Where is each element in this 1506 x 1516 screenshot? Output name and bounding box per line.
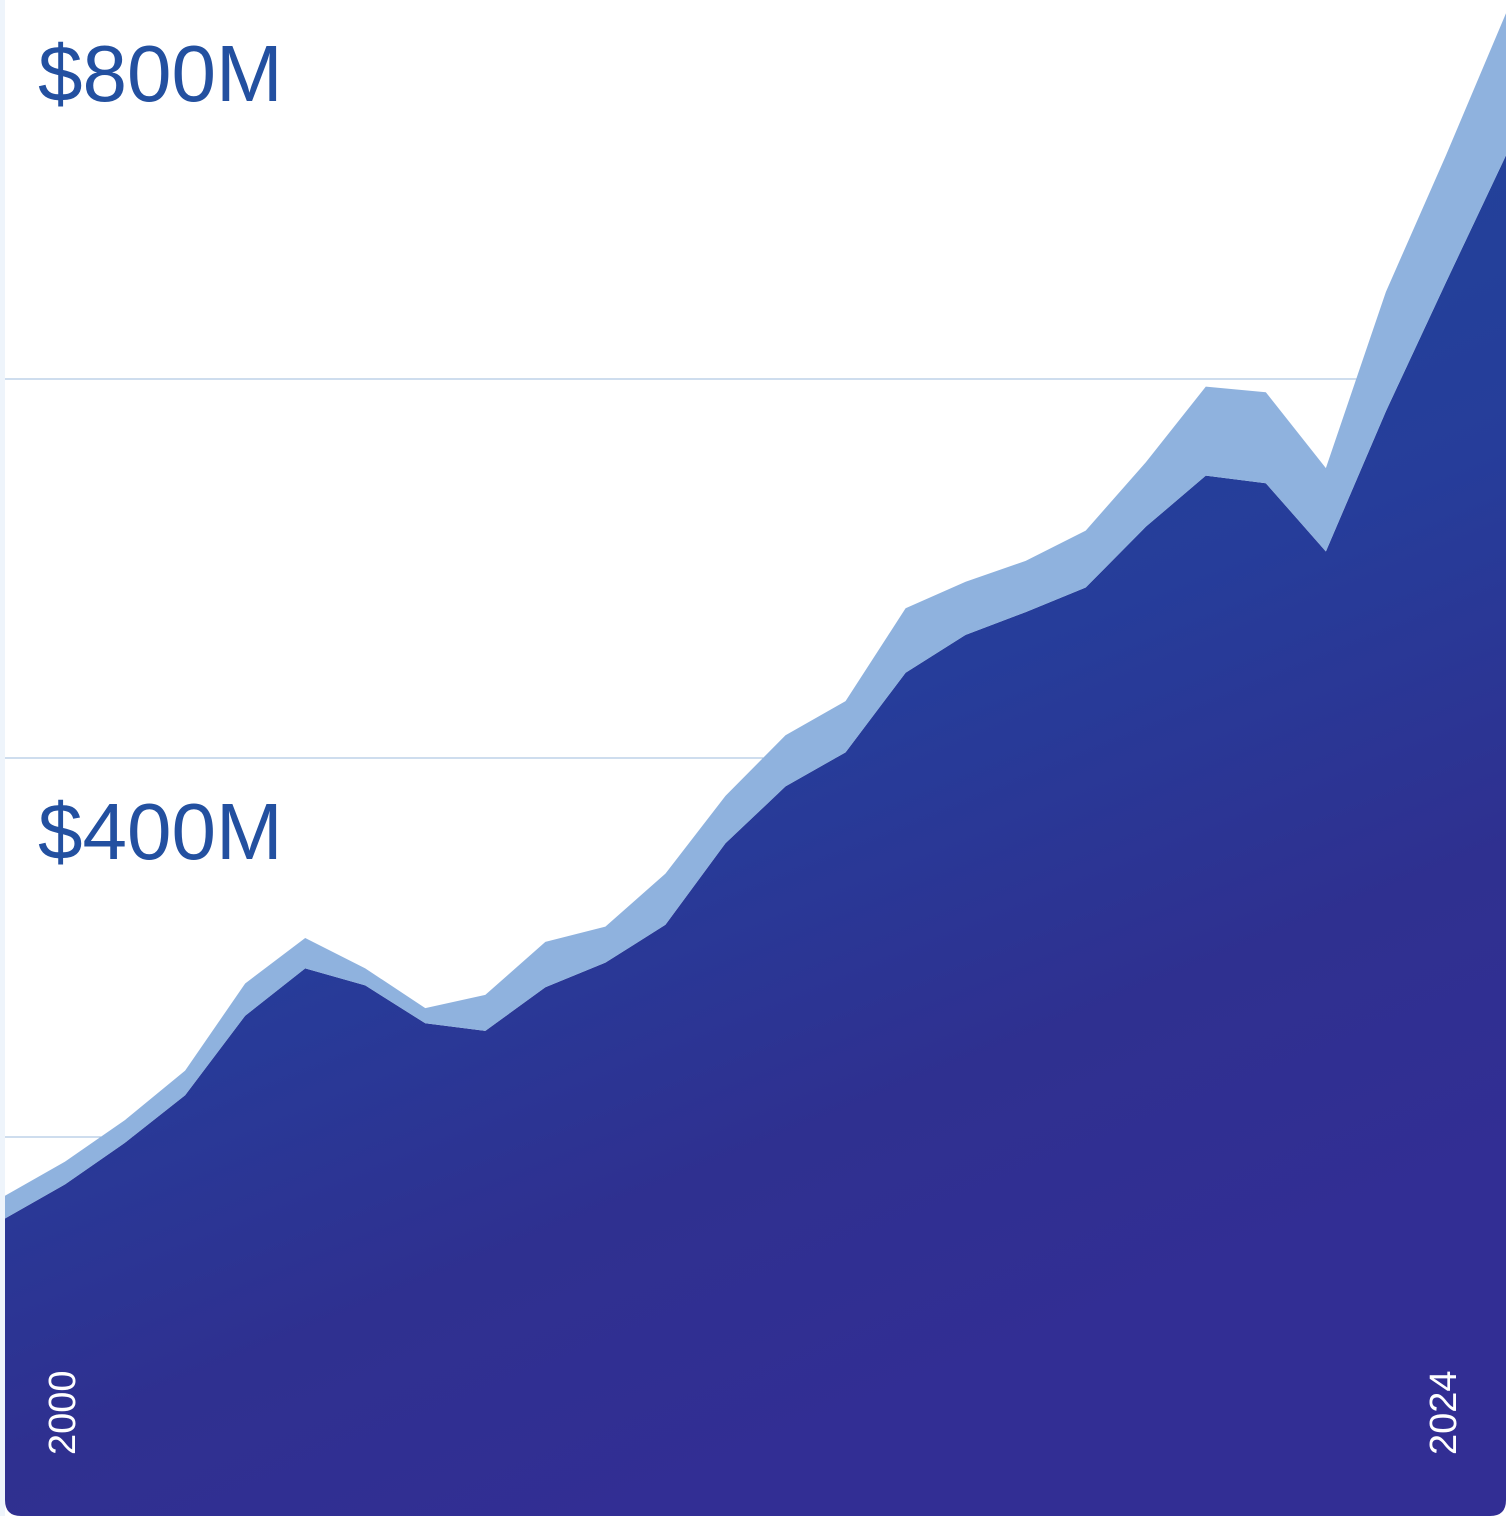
- area: [5, 13, 1506, 1219]
- x-tick-label: 2000: [42, 1370, 84, 1455]
- area: [5, 155, 1506, 1516]
- plot-area: [5, 13, 1506, 1516]
- frame-edge: [0, 0, 5, 1516]
- y-tick-label: $400M: [38, 787, 283, 876]
- x-tick-label: 2024: [1423, 1370, 1465, 1455]
- y-tick-label: $800M: [38, 29, 283, 118]
